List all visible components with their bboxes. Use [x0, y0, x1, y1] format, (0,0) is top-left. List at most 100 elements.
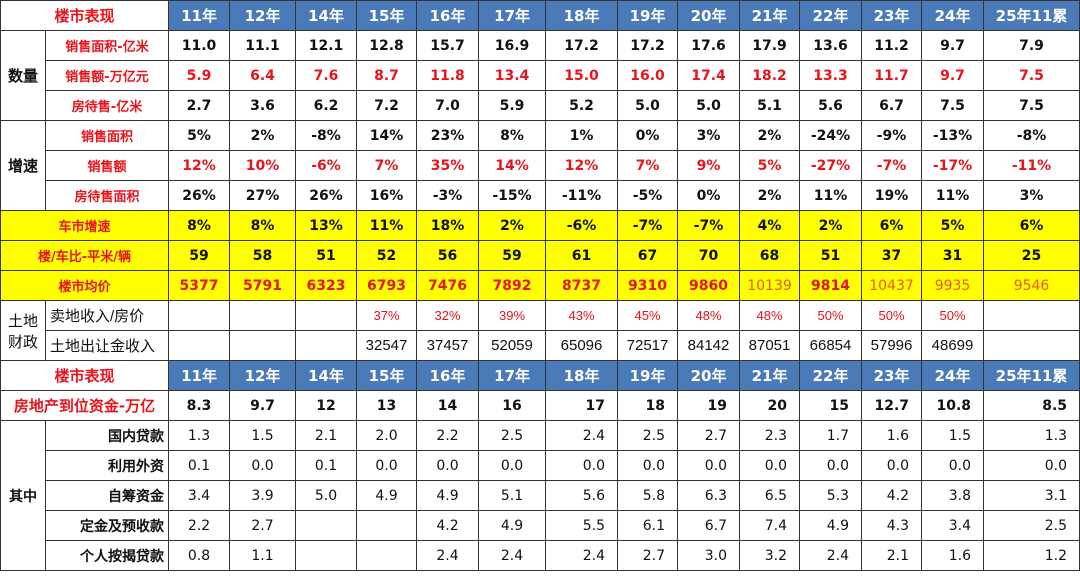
value-cell: 5.0 [617, 90, 679, 121]
value-cell: 1.2 [983, 540, 1080, 571]
value-cell: 0.8 [168, 540, 231, 571]
value-cell: -7% [861, 150, 923, 181]
value-cell: 0.1 [168, 450, 231, 481]
value-cell: 6.1 [617, 510, 679, 541]
value-cell: 50% [799, 300, 863, 331]
value-cell: 7.0 [416, 90, 480, 121]
value-cell: -9% [861, 120, 923, 151]
value-cell: 6.2 [295, 90, 358, 121]
year-header: 19年 [617, 0, 679, 31]
value-cell [356, 540, 418, 571]
year-header: 12年 [229, 360, 297, 391]
row-label: 房待售-亿米 [44, 90, 170, 121]
year-header: 18年 [545, 0, 619, 31]
value-cell: 4% [739, 210, 801, 241]
value-cell: 9% [677, 150, 741, 181]
value-cell: 2.5 [617, 420, 679, 451]
value-cell: 68 [739, 240, 801, 271]
value-cell: 3.4 [168, 480, 231, 511]
row-label: 房地产到位资金-万亿 [0, 390, 170, 421]
value-cell: 1.3 [168, 420, 231, 451]
year-header: 17年 [478, 360, 547, 391]
year-header: 23年 [861, 360, 923, 391]
value-cell: 87051 [739, 330, 801, 361]
value-cell: 48% [677, 300, 741, 331]
year-header: 14年 [295, 360, 358, 391]
value-cell: 5.1 [739, 90, 801, 121]
value-cell: 3.1 [983, 480, 1080, 511]
funds-row: 房地产到位资金-万亿 8.3 9.7 12 13 14 16 17 18 19 20 15 12.7 10… [0, 390, 1080, 421]
value-cell: 2.1 [295, 420, 358, 451]
value-cell: 5.3 [799, 480, 863, 511]
quantity-row: 销售额-万亿元 5.9 6.4 7.6 8.7 11.8 13.4 15.0 16.0 17.4 1… [1, 60, 1080, 91]
value-cell: -11% [983, 150, 1080, 181]
quantity-group-label: 数量 [0, 30, 46, 121]
header-row: 楼市表现 11年 12年 14年 15年 16年 17年 18年 19年 20年 21年 22年 23年… [0, 0, 1080, 31]
row-label: 卖地收入/房价 [44, 300, 170, 331]
value-cell: 31 [921, 240, 985, 271]
value-cell: 67 [617, 240, 679, 271]
value-cell: 2% [799, 210, 863, 241]
value-cell: 9310 [617, 270, 679, 301]
value-cell: 18% [416, 210, 480, 241]
value-cell: 7.4 [739, 510, 801, 541]
value-cell: 17.2 [545, 30, 619, 61]
value-cell: 26% [168, 180, 231, 211]
value-cell: 1.6 [921, 540, 985, 571]
value-cell: 9.7 [229, 390, 297, 421]
value-cell: 11.7 [861, 60, 923, 91]
value-cell: 1.5 [229, 420, 297, 451]
value-cell: -3% [416, 180, 480, 211]
funds-detail-row: 个人按揭贷款 0.8 1.1 2.4 2.4 2.4 2.7 3.0 3.2 2.4 2.1 1.6 1… [1, 540, 1080, 571]
value-cell: 66854 [799, 330, 863, 361]
value-cell [295, 330, 358, 361]
value-cell: -7% [617, 210, 679, 241]
value-cell: 8% [478, 120, 547, 151]
value-cell: 5.6 [799, 90, 863, 121]
value-cell: 6.3 [677, 480, 741, 511]
value-cell: 0.0 [677, 450, 741, 481]
value-cell [356, 510, 418, 541]
value-cell: 0.0 [545, 450, 619, 481]
value-cell [295, 540, 358, 571]
value-cell: 8737 [545, 270, 619, 301]
value-cell: 11.2 [861, 30, 923, 61]
value-cell: 0.0 [356, 450, 418, 481]
value-cell: 3.8 [921, 480, 985, 511]
growth-group-label: 增速 [0, 120, 46, 211]
value-cell: 5791 [229, 270, 297, 301]
value-cell: 45% [617, 300, 679, 331]
value-cell: 16% [356, 180, 418, 211]
value-cell: 6.4 [229, 60, 297, 91]
value-cell: 13% [295, 210, 358, 241]
value-cell: 7476 [416, 270, 480, 301]
value-cell: 2.2 [416, 420, 480, 451]
year-header: 14年 [295, 0, 358, 31]
value-cell: -8% [983, 120, 1080, 151]
value-cell [229, 300, 297, 331]
value-cell: 17.4 [677, 60, 741, 91]
value-cell: 3.0 [677, 540, 741, 571]
row-label: 个人按揭贷款 [44, 540, 170, 571]
growth-row: 销售额 12% 10% -6% 7% 35% 14% 12% 7% 9% 5% -27% -7% -17%… [1, 150, 1080, 181]
value-cell: 5% [168, 120, 231, 151]
value-cell: 0.0 [861, 450, 923, 481]
value-cell: 5.5 [545, 510, 619, 541]
year-header: 24年 [921, 0, 985, 31]
value-cell: 17.6 [677, 30, 741, 61]
value-cell: -27% [799, 150, 863, 181]
value-cell: 3.9 [229, 480, 297, 511]
value-cell: 59 [478, 240, 547, 271]
value-cell: 9860 [677, 270, 741, 301]
value-cell: 6.7 [861, 90, 923, 121]
value-cell: 10139 [739, 270, 801, 301]
value-cell: 19% [861, 180, 923, 211]
value-cell: 39% [478, 300, 547, 331]
value-cell: 3% [677, 120, 741, 151]
highlight-row: 楼市均价 5377 5791 6323 6793 7476 7892 8737 9310 9860… [0, 270, 1080, 301]
value-cell: 7% [356, 150, 418, 181]
value-cell: 6323 [295, 270, 358, 301]
value-cell: 7.9 [983, 30, 1080, 61]
value-cell: 17.2 [617, 30, 679, 61]
value-cell: 17.9 [739, 30, 801, 61]
